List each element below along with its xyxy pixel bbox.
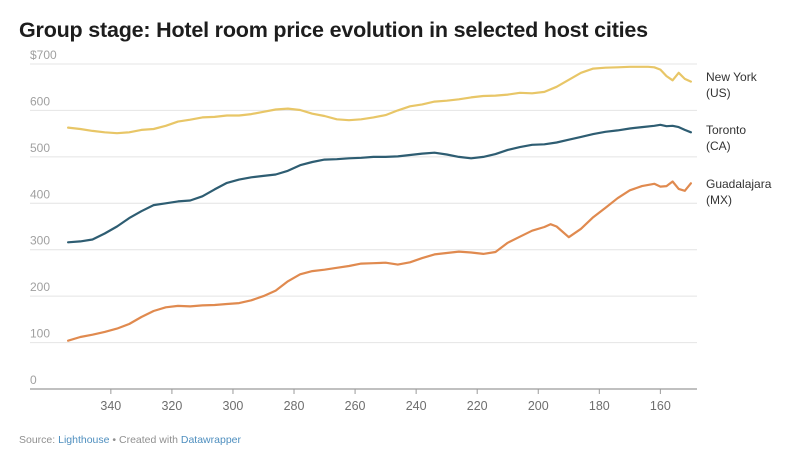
y-tick-label: 500 bbox=[30, 141, 50, 155]
series-label: New York bbox=[706, 70, 758, 84]
series-lines bbox=[67, 65, 692, 342]
x-tick-label: 280 bbox=[284, 399, 305, 413]
series-labels: New York (US) Toronto (CA) Guadalajara (MX) bbox=[706, 70, 772, 207]
y-tick-label: 0 bbox=[30, 373, 37, 387]
x-tick-label: 300 bbox=[223, 399, 244, 413]
x-tick-label: 220 bbox=[467, 399, 488, 413]
series-line-1 bbox=[67, 123, 692, 244]
tool-link[interactable]: Datawrapper bbox=[180, 434, 241, 446]
series-label: (CA) bbox=[706, 139, 731, 153]
x-tick-label: 340 bbox=[100, 399, 121, 413]
x-tick-label: 320 bbox=[161, 399, 182, 413]
axes: 0 100 200 300 400 500 600 $700 340 320 300 280 260 24… bbox=[30, 48, 671, 413]
y-tick-label: 200 bbox=[30, 280, 50, 294]
y-tick-label: 400 bbox=[30, 187, 50, 201]
series-label: (US) bbox=[706, 86, 731, 100]
footer-separator: • Created with bbox=[109, 434, 181, 446]
y-tick-label: 600 bbox=[30, 94, 50, 108]
y-tick-label: 100 bbox=[30, 327, 50, 341]
x-tick-label: 180 bbox=[589, 399, 610, 413]
gridlines bbox=[30, 63, 697, 390]
series-label: Guadalajara bbox=[706, 177, 772, 191]
source-link[interactable]: Lighthouse bbox=[58, 434, 110, 446]
x-tick-label: 160 bbox=[650, 399, 671, 413]
series-line-0 bbox=[67, 65, 692, 135]
chart-title: Group stage: Hotel room price evolution … bbox=[19, 18, 648, 42]
source-prefix: Source: bbox=[19, 434, 59, 446]
x-tick-label: 260 bbox=[345, 399, 366, 413]
series-line-2 bbox=[67, 180, 692, 342]
y-tick-label: 300 bbox=[30, 234, 50, 248]
series-label: (MX) bbox=[706, 193, 732, 207]
x-tick-label: 200 bbox=[528, 399, 549, 413]
source-footer: Source: Lighthouse • Created with Datawr… bbox=[19, 434, 241, 446]
x-tick-label: 240 bbox=[406, 399, 427, 413]
y-tick-label: $700 bbox=[30, 48, 57, 62]
series-label: Toronto bbox=[706, 123, 746, 137]
